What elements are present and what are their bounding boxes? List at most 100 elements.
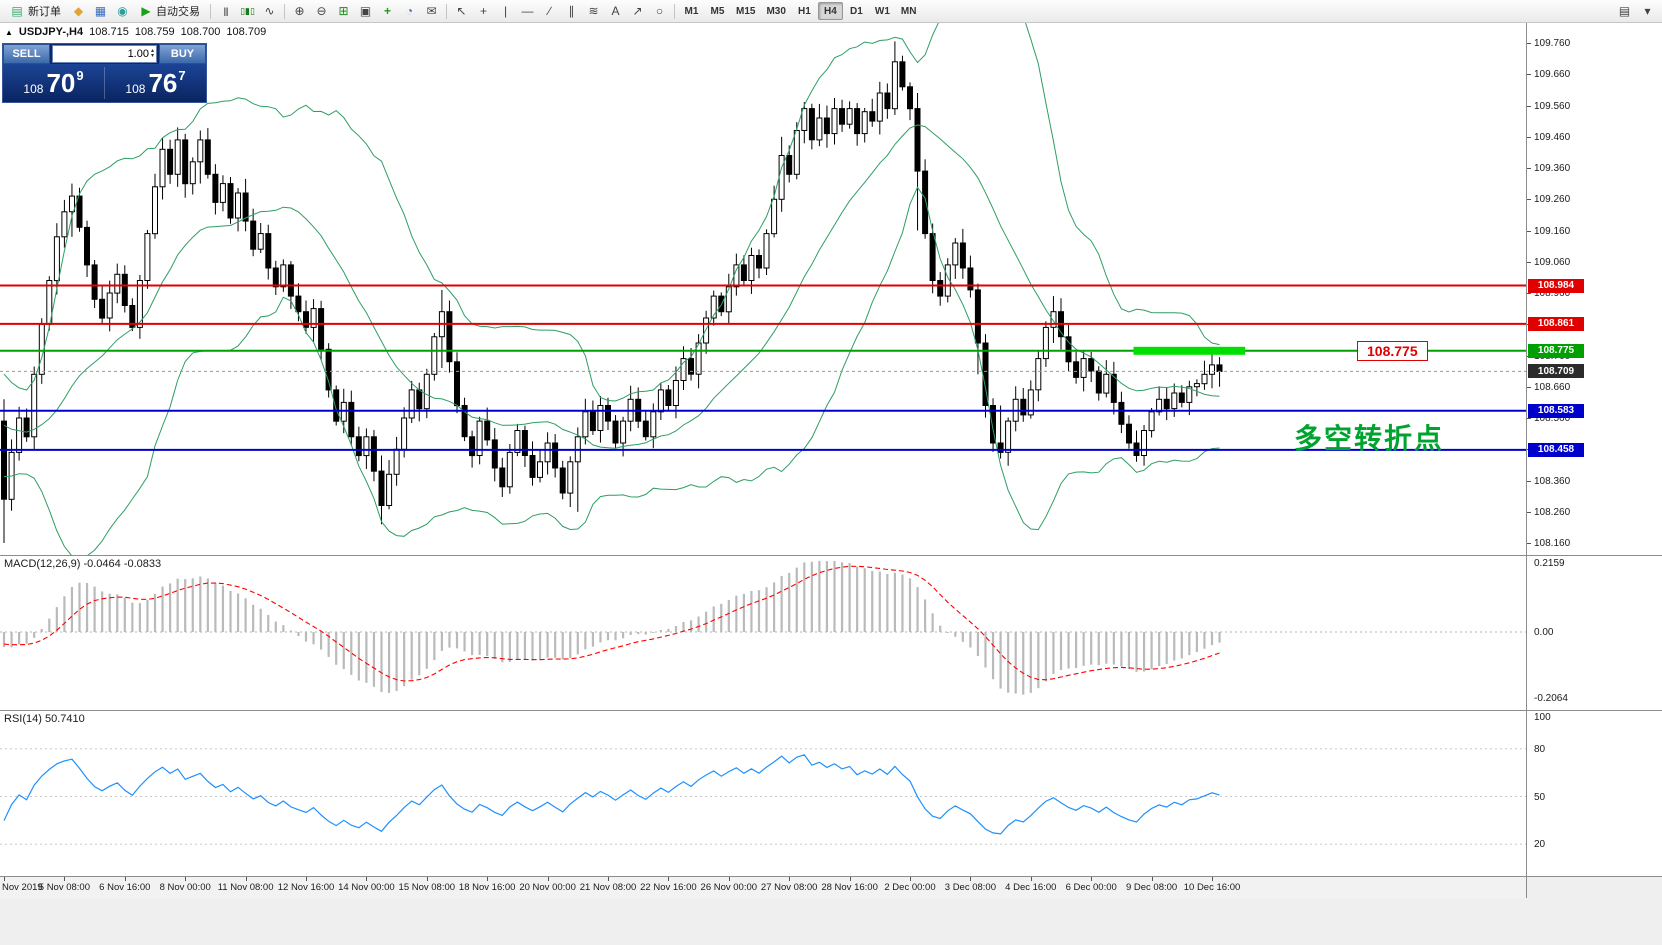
timeframe-m5[interactable]: M5	[710, 5, 725, 17]
pivot-annotation[interactable]: 多空转折点	[1294, 423, 1445, 454]
axis-label	[1527, 43, 1531, 44]
crosshair-icon[interactable]: +	[479, 4, 487, 18]
time-label: 8 Nov 00:00	[159, 882, 211, 893]
axis-label: 108.660	[1534, 381, 1571, 393]
autotrading-button[interactable]: ▶ 自动交易	[134, 1, 206, 21]
time-label: 5 Nov 08:00	[38, 882, 91, 893]
time-tick	[487, 877, 489, 881]
time-tick	[608, 877, 609, 881]
horizontal-line-tool-icon[interactable]: —	[521, 4, 534, 18]
macd-chart-svg	[0, 561, 1527, 695]
timeframe-m30[interactable]: M30	[766, 5, 786, 17]
axis-label: 109.060	[1534, 256, 1571, 268]
price-callout-label[interactable]: 108.775	[1357, 341, 1428, 361]
tile-windows-icon[interactable]: ⊞	[338, 4, 349, 18]
toolbar-dropdown-icon[interactable]: ▾	[1644, 4, 1651, 18]
time-tick	[4, 877, 5, 881]
timeframe-m15[interactable]: M15	[736, 5, 756, 17]
metatrader-market-icon[interactable]: ◆	[73, 4, 84, 18]
trendline-tool-icon[interactable]: ∕	[548, 4, 551, 18]
panel-separator[interactable]	[0, 710, 1662, 711]
vertical-line-tool-icon[interactable]: |	[503, 4, 508, 18]
price-tag: 108.984	[1528, 278, 1584, 293]
timeframe-d1[interactable]: D1	[850, 5, 863, 17]
time-label: 2 Dec 00:00	[884, 882, 936, 893]
axis-label	[1527, 480, 1531, 482]
time-label: 4 Dec 16:00	[1005, 882, 1057, 893]
mail-icon[interactable]: ✉	[426, 4, 437, 18]
zoom-out-icon[interactable]: ⊖	[316, 4, 327, 18]
sell-button[interactable]: SELL	[3, 44, 50, 64]
arrow-tool-icon[interactable]: ↗	[632, 4, 643, 18]
candles	[1, 41, 1223, 543]
axis-label: 109.660	[1534, 69, 1571, 81]
autotrading-play-icon: ▶	[141, 4, 151, 18]
axis-label: 50	[1534, 791, 1546, 803]
line-chart-icon[interactable]: ∿	[264, 4, 275, 18]
time-tick	[124, 877, 126, 881]
sell-price-pip: 9	[76, 68, 84, 83]
panel-separator[interactable]	[0, 555, 1662, 556]
time-label: 18 Nov 16:00	[458, 882, 516, 893]
buy-button[interactable]: BUY	[159, 44, 206, 64]
timeframe-w1[interactable]: W1	[874, 5, 890, 17]
axis-label	[1527, 230, 1531, 232]
period-clock-icon[interactable]: ◔	[405, 4, 414, 18]
volume-stepper[interactable]: ▴ ▾	[150, 48, 154, 59]
axis-label	[1527, 386, 1531, 388]
axis-label	[1527, 199, 1531, 201]
time-tick	[728, 877, 730, 881]
axis-label	[1527, 105, 1531, 107]
volume-field[interactable]: 1.00 ▴ ▾	[52, 45, 157, 63]
toolbar-separator	[210, 3, 211, 19]
candlestick-chart-icon[interactable]: ▯▮▯	[240, 5, 255, 16]
price-axis[interactable]: 109.760 109.660 109.560 109.460 109.360 109.2…	[1527, 23, 1662, 877]
toolbar-separator	[446, 3, 447, 19]
time-label: 20 Nov 00:00	[519, 882, 576, 893]
cursor-icon[interactable]: ↖	[456, 4, 467, 18]
buy-price[interactable]: 108 76 7	[105, 64, 206, 102]
bar-chart-icon[interactable]: |||	[223, 6, 228, 16]
cascade-windows-icon[interactable]: ▣	[359, 4, 372, 18]
shapes-tool-icon[interactable]: ○	[655, 4, 664, 18]
time-tick	[64, 877, 66, 881]
fibonacci-tool-icon[interactable]: ≋	[588, 4, 599, 18]
time-tick	[1212, 877, 1213, 881]
price-tag: 108.709	[1528, 364, 1584, 379]
time-label: 26 Nov 00:00	[700, 882, 758, 893]
charts-window-icon[interactable]: ▦	[94, 4, 107, 18]
timeframe-m1[interactable]: M1	[684, 5, 699, 17]
volume-up-icon[interactable]: ▴	[150, 48, 154, 54]
indicators-add-icon[interactable]: +	[383, 4, 391, 18]
axis-label: 0.00	[1534, 627, 1554, 638]
sell-price[interactable]: 108 70 9	[3, 64, 104, 102]
time-label: 12 Nov 16:00	[277, 882, 335, 893]
axis-separator	[1526, 23, 1527, 898]
axis-label: 20	[1534, 839, 1546, 851]
timeframe-h4[interactable]: H4	[817, 2, 843, 20]
zoom-in-icon[interactable]: ⊕	[294, 4, 305, 18]
time-label: 28 Nov 16:00	[821, 882, 878, 893]
volume-down-icon[interactable]: ▾	[150, 53, 154, 59]
toolbar-separator	[284, 3, 285, 19]
axis-label: 108.160	[1534, 538, 1571, 549]
axis-label: 109.760	[1534, 38, 1571, 49]
axis-label: 100	[1534, 712, 1551, 723]
time-axis[interactable]: Nov 2019 5 Nov 08:00 6 Nov 16:00 8 Nov 00:0…	[0, 877, 1527, 898]
chart-open: 108.715	[89, 26, 129, 38]
symbol-collapse-icon[interactable]: ▲	[5, 27, 13, 37]
time-tick	[426, 877, 428, 881]
text-tool-icon[interactable]: A	[611, 4, 620, 18]
community-icon[interactable]: ◉	[117, 4, 128, 18]
new-order-button[interactable]: ▤ 新订单	[4, 1, 67, 21]
timeframe-h1[interactable]: H1	[798, 5, 811, 17]
chart-low: 108.700	[180, 26, 221, 38]
time-label: 3 Dec 08:00	[944, 882, 997, 893]
layout-icon[interactable]: ▤	[1618, 4, 1631, 18]
highlight-segment[interactable]	[1133, 346, 1246, 355]
rsi-label: RSI(14) 50.7410	[4, 713, 85, 725]
axis-label: 109.260	[1534, 194, 1571, 206]
timeframe-mn[interactable]: MN	[900, 5, 917, 17]
time-tick	[1091, 877, 1093, 881]
channel-tool-icon[interactable]: ∥	[568, 4, 575, 18]
